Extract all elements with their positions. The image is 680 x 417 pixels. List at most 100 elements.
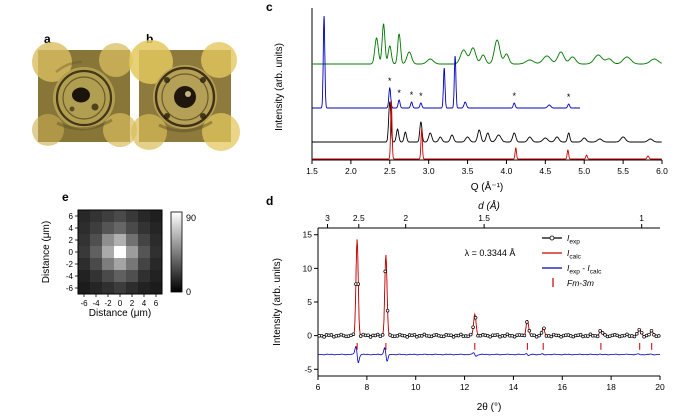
legend-label-exp: Iexp: [567, 233, 580, 246]
svg-text:2: 2: [130, 299, 135, 308]
svg-text:6: 6: [69, 212, 74, 221]
svg-text:2.5: 2.5: [384, 166, 396, 176]
svg-text:8: 8: [364, 382, 369, 392]
gasket-inner-ring-a: [62, 76, 106, 120]
legend-label-calc: Icalc: [567, 248, 582, 261]
svg-text:-6: -6: [80, 299, 88, 308]
panel-b-label: b: [146, 32, 154, 46]
svg-text:2.5: 2.5: [353, 213, 365, 223]
svg-text:0: 0: [118, 299, 123, 308]
legend: Iexp Icalc Iexp - Icalc Fm-3m: [542, 233, 602, 288]
legend-label-diff: Iexp - Icalc: [567, 263, 602, 276]
colorbar-max-label: 90: [186, 213, 196, 223]
rietveld-refinement-chart: 6 8 10 12 14 16 18 20 -5 0 5 10 15 3 2.5 2 1.5 1 Iexp Icalc…: [272, 199, 665, 413]
svg-text:5.0: 5.0: [578, 166, 590, 176]
series-pattern-green: [312, 23, 662, 65]
svg-text:0: 0: [69, 248, 74, 257]
photomicrograph-a: [32, 42, 137, 147]
svg-text:18: 18: [606, 382, 616, 392]
svg-text:4: 4: [69, 224, 74, 233]
wavelength-annotation: λ = 0.3344 Å: [465, 248, 516, 258]
sample-spot-b: [174, 86, 196, 108]
svg-text:1.5: 1.5: [478, 213, 490, 223]
impurity-peak-asterisk: *: [567, 92, 571, 102]
impurity-peak-asterisk: *: [388, 76, 392, 86]
ruby-sphere-b: [185, 91, 191, 97]
impurity-peak-asterisk: *: [397, 88, 401, 98]
gasket-inner-ring-b: [161, 73, 209, 121]
svg-text:6.0: 6.0: [656, 166, 668, 176]
svg-text:-5: -5: [304, 364, 312, 374]
svg-text:4.0: 4.0: [501, 166, 513, 176]
svg-text:2: 2: [403, 213, 408, 223]
e-x-axis-label: Distance (μm): [89, 308, 151, 319]
e-y-axis-label: Distance (μm): [41, 221, 52, 283]
svg-text:10: 10: [411, 382, 421, 392]
series-pattern-black: [312, 101, 662, 143]
sample-spot-a: [72, 87, 90, 103]
bolt-holes-b: [164, 77, 206, 119]
heatmap-cells: [78, 210, 162, 294]
svg-text:20: 20: [655, 382, 665, 392]
svg-text:3.0: 3.0: [423, 166, 435, 176]
svg-text:-2: -2: [66, 260, 74, 269]
c-axes: [311, 8, 662, 161]
svg-text:3.5: 3.5: [462, 166, 474, 176]
svg-text:6: 6: [154, 299, 159, 308]
colorbar: [170, 211, 183, 293]
svg-text:3: 3: [325, 213, 330, 223]
photo-b-highlights: [129, 40, 240, 151]
series-pattern-blue: [312, 15, 581, 109]
c-x-ticks: 1.5 2.0 2.5 3.0 3.5 4.0 4.5 5.0 5.5 6.0: [306, 160, 668, 176]
svg-text:0: 0: [307, 331, 312, 341]
svg-text:1.5: 1.5: [306, 166, 318, 176]
c-y-axis-label: Intensity (arb. units): [274, 43, 285, 131]
svg-text:2: 2: [69, 236, 74, 245]
colorbar-min-label: 0: [186, 287, 191, 297]
svg-text:5: 5: [307, 297, 312, 307]
svg-text:-2: -2: [104, 299, 112, 308]
svg-text:15: 15: [303, 230, 313, 240]
xrd-patterns-chart: 1.5 2.0 2.5 3.0 3.5 4.0 4.5 5.0 5.5 6.0 * * * * * * Q (…: [274, 8, 668, 193]
svg-text:1: 1: [639, 213, 644, 223]
svg-text:12: 12: [460, 382, 470, 392]
gasket-ring-a: [55, 69, 113, 127]
bragg-ticks: [356, 343, 653, 350]
series-pattern-red: [312, 100, 662, 160]
impurity-peak-asterisk: *: [419, 91, 423, 101]
svg-text:4.5: 4.5: [539, 166, 551, 176]
panel-d-label: d: [266, 194, 274, 208]
panel-c-label: c: [266, 0, 273, 14]
svg-text:10: 10: [303, 263, 313, 273]
panel-e-label: e: [62, 190, 69, 204]
svg-text:2.0: 2.0: [345, 166, 357, 176]
svg-text:16: 16: [558, 382, 568, 392]
d-top-axis-label: d (Å): [478, 199, 500, 212]
photo-a-highlights: [32, 42, 137, 147]
d-y-axis-label: Intensity (arb. units): [272, 258, 283, 346]
legend-label-phase: Fm-3m: [567, 278, 594, 288]
d-plot-area: 6 8 10 12 14 16 18 20 -5 0 5 10 15 3 2.5 2 1.5 1 Iexp Icalc…: [303, 213, 665, 392]
c-plot-area: 1.5 2.0 2.5 3.0 3.5 4.0 4.5 5.0 5.5 6.0 * * * * * *: [306, 8, 668, 176]
series-diff: [317, 346, 661, 363]
svg-text:-4: -4: [66, 272, 74, 281]
gasket-ring-b: [154, 66, 216, 128]
c-x-axis-label: Q (Å⁻¹): [471, 180, 504, 193]
d-x-axis-label: 2θ (°): [477, 402, 502, 413]
panel-a-label: a: [44, 32, 51, 46]
series-exp-markers: [317, 269, 661, 339]
photomicrograph-b: [129, 40, 240, 151]
svg-text:-6: -6: [66, 284, 74, 293]
impurity-peak-asterisk: *: [410, 90, 414, 100]
svg-text:-4: -4: [92, 299, 100, 308]
svg-text:6: 6: [316, 382, 321, 392]
d-ticks: 6 8 10 12 14 16 18 20 -5 0 5 10 15 3 2.5 2 1.5 1: [303, 213, 665, 392]
svg-text:4: 4: [142, 299, 147, 308]
impurity-peak-asterisk: *: [512, 91, 516, 101]
svg-text:14: 14: [509, 382, 519, 392]
svg-text:5.5: 5.5: [617, 166, 629, 176]
